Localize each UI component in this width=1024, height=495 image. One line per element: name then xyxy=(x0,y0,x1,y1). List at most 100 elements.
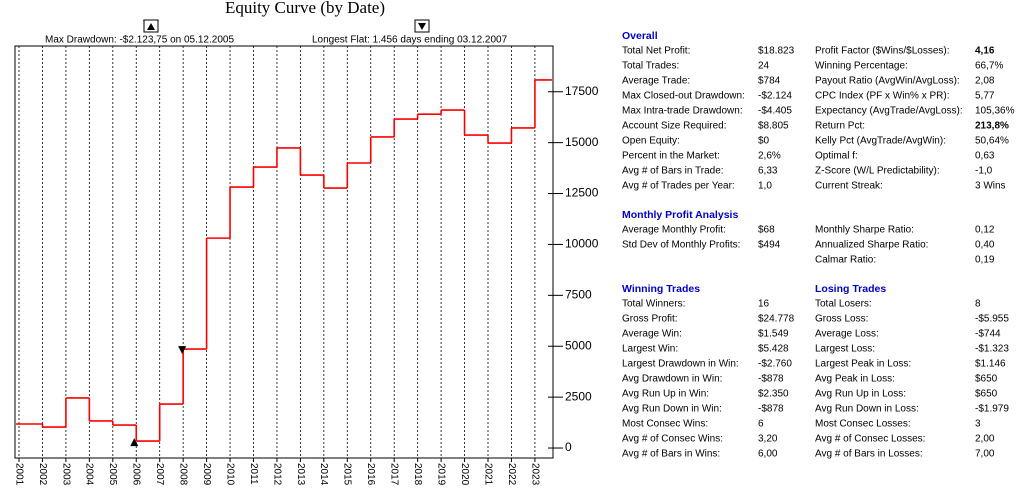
y-tick-label: 7500 xyxy=(565,288,592,302)
stat-label: Avg # of Consec Wins: xyxy=(622,434,723,445)
stat-value: 6,33 xyxy=(758,166,778,177)
stat-value: $1.549 xyxy=(758,329,789,340)
stat-label: Annualized Sharpe Ratio: xyxy=(815,240,928,251)
x-tick-label: 2012 xyxy=(271,463,282,486)
stat-label: Z-Score (W/L Predictability): xyxy=(815,166,940,177)
stat-value: 0,12 xyxy=(975,225,995,236)
stat-label: Open Equity: xyxy=(622,136,680,147)
stat-value: 3 Wins xyxy=(975,181,1006,192)
x-tick-label: 2017 xyxy=(389,463,400,486)
stat-value: $1.146 xyxy=(975,359,1006,370)
stat-label: Largest Loss: xyxy=(815,344,875,355)
stat-label: Avg # of Trades per Year: xyxy=(622,181,735,192)
stat-value: 50,64% xyxy=(975,136,1009,147)
y-tick-label: 17500 xyxy=(565,84,599,98)
stat-value: 0,40 xyxy=(975,240,995,251)
stat-label: Average Loss: xyxy=(815,329,879,340)
stat-value: -$878 xyxy=(758,374,784,385)
stat-value: 2,6% xyxy=(758,151,781,162)
stat-value: 6,00 xyxy=(758,449,778,460)
stat-label: Return Pct: xyxy=(815,121,865,132)
stat-label: Average Win: xyxy=(622,329,682,340)
x-tick-label: 2007 xyxy=(154,463,165,486)
stat-label: Optimal f: xyxy=(815,151,858,162)
stat-label: Total Net Profit: xyxy=(622,46,690,57)
x-tick-label: 2020 xyxy=(459,463,470,486)
stat-value: 2,00 xyxy=(975,434,995,445)
flat-marker xyxy=(178,346,187,355)
stat-value: -$2.760 xyxy=(758,359,792,370)
stat-value: -$2.124 xyxy=(758,91,792,102)
plot-frame xyxy=(14,45,554,459)
stat-label: Monthly Sharpe Ratio: xyxy=(815,225,914,236)
x-tick-label: 2021 xyxy=(482,463,493,486)
stat-value: $494 xyxy=(758,240,781,251)
stat-value: 1,0 xyxy=(758,181,772,192)
stat-value: $18.823 xyxy=(758,46,795,57)
x-tick-label: 2015 xyxy=(342,463,353,486)
x-tick-label: 2014 xyxy=(318,463,329,486)
stat-label: Kelly Pct (AvgTrade/AvgWin): xyxy=(815,136,946,147)
section-title: Winning Trades xyxy=(622,283,700,295)
stat-label: Max Closed-out Drawdown: xyxy=(622,91,745,102)
stat-label: Avg # of Bars in Wins: xyxy=(622,449,720,460)
x-tick-label: 2023 xyxy=(529,463,540,486)
section-title: Losing Trades xyxy=(815,283,886,295)
stat-value: -$1.323 xyxy=(975,344,1009,355)
stat-label: Calmar Ratio: xyxy=(815,255,876,266)
stat-value: -$1.979 xyxy=(975,404,1009,415)
stat-label: Avg # of Consec Losses: xyxy=(815,434,925,445)
stat-value: 2,08 xyxy=(975,76,995,87)
stat-value: $2.350 xyxy=(758,389,789,400)
stat-label: Largest Peak in Loss: xyxy=(815,359,911,370)
stat-label: Percent in the Market: xyxy=(622,151,720,162)
stat-label: Average Trade: xyxy=(622,76,690,87)
stat-value: 0,63 xyxy=(975,151,995,162)
stat-label: Profit Factor ($Wins/$Losses): xyxy=(815,46,949,57)
stat-label: Most Consec Wins: xyxy=(622,419,708,430)
stat-label: Avg Run Down in Loss: xyxy=(815,404,919,415)
section-title: Monthly Profit Analysis xyxy=(622,209,738,221)
stat-label: Avg Peak in Loss: xyxy=(815,374,895,385)
y-tick-label: 10000 xyxy=(565,237,599,251)
stat-value: 8 xyxy=(975,299,981,310)
stat-label: Expectancy (AvgTrade/AvgLoss): xyxy=(815,106,963,117)
x-tick-label: 2003 xyxy=(60,463,71,486)
stat-value: $650 xyxy=(975,389,998,400)
x-tick-label: 2010 xyxy=(224,463,235,486)
annotation: Longest Flat: 1.456 days ending 03.12.20… xyxy=(312,35,508,46)
stat-value: 6 xyxy=(758,419,764,430)
y-tick-label: 2500 xyxy=(565,389,592,403)
stat-value: -$744 xyxy=(975,329,1001,340)
y-tick-label: 0 xyxy=(565,440,572,454)
stat-value: $8.805 xyxy=(758,121,789,132)
x-tick-label: 2001 xyxy=(13,463,24,486)
stat-label: Current Streak: xyxy=(815,181,883,192)
stat-value: $0 xyxy=(758,136,770,147)
stat-value: $68 xyxy=(758,225,775,236)
stat-value: $650 xyxy=(975,374,998,385)
y-tick-label: 5000 xyxy=(565,338,592,352)
x-tick-label: 2019 xyxy=(435,463,446,486)
stat-label: Winning Percentage: xyxy=(815,61,908,72)
x-tick-label: 2008 xyxy=(178,463,189,486)
x-tick-label: 2004 xyxy=(84,463,95,486)
stat-value: 213,8% xyxy=(975,121,1009,132)
marker-icon xyxy=(418,23,426,30)
stat-value: $784 xyxy=(758,76,781,87)
stat-label: Gross Profit: xyxy=(622,314,678,325)
stat-label: Largest Win: xyxy=(622,344,678,355)
stat-label: Total Trades: xyxy=(622,61,679,72)
stat-value: 0,19 xyxy=(975,255,995,266)
stat-value: -1,0 xyxy=(975,166,993,177)
stat-value: 24 xyxy=(758,61,770,72)
stat-label: Average Monthly Profit: xyxy=(622,225,726,236)
x-tick-label: 2006 xyxy=(131,463,142,486)
marker-icon xyxy=(147,23,155,30)
stat-value: 66,7% xyxy=(975,61,1003,72)
x-tick-label: 2005 xyxy=(107,463,118,486)
stat-value: 3 xyxy=(975,419,981,430)
stat-value: 16 xyxy=(758,299,770,310)
y-tick-label: 12500 xyxy=(565,186,599,200)
